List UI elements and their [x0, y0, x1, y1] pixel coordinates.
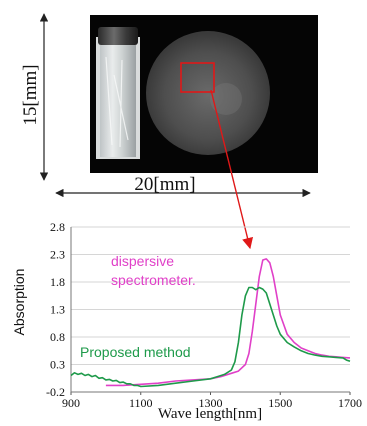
chart-axes: -0.2 0.3 0.8 1.3 1.8 2.3 2.8 900 1100 1300 1500 170… — [46, 220, 362, 410]
x-tick-label: 1100 — [129, 396, 153, 410]
proposed-method-line — [70, 286, 351, 388]
height-dimension-label: 15[mm] — [20, 64, 41, 125]
y-tick-label: 0.8 — [50, 330, 65, 344]
roi-connector-arrow — [210, 89, 254, 250]
y-tick-label: 2.8 — [50, 220, 65, 234]
y-tick-label: 1.3 — [50, 303, 65, 317]
roi-box — [180, 62, 215, 93]
dispersive-spectrometer-line — [105, 258, 351, 387]
y-tick-label: 0.3 — [50, 358, 65, 372]
x-tick-label: 1500 — [268, 396, 292, 410]
chart-series — [70, 258, 351, 388]
proposed-method-label: Proposed method — [80, 344, 191, 360]
vial-cap — [98, 27, 138, 45]
y-axis-label: Absorption — [11, 269, 27, 336]
x-tick-label: 900 — [62, 396, 80, 410]
spectral-image-disc — [146, 31, 270, 155]
x-tick-label: 1700 — [338, 396, 362, 410]
y-tick-label: -0.2 — [46, 385, 65, 399]
sample-photo-panel — [90, 15, 318, 173]
dispersive-label-line1: dispersive — [111, 253, 174, 269]
width-dimension-label: 20[mm] — [134, 174, 195, 195]
photo-illustration — [96, 27, 270, 159]
chart-grid — [71, 226, 350, 393]
x-axis-label: Wave length[nm] — [158, 406, 262, 422]
dispersive-label-line2: spectrometer. — [111, 272, 196, 288]
x-tick-label: 1300 — [199, 396, 223, 410]
y-tick-label: 1.8 — [50, 275, 65, 289]
vial-image — [96, 27, 140, 159]
y-tick-label: 2.3 — [50, 248, 65, 262]
